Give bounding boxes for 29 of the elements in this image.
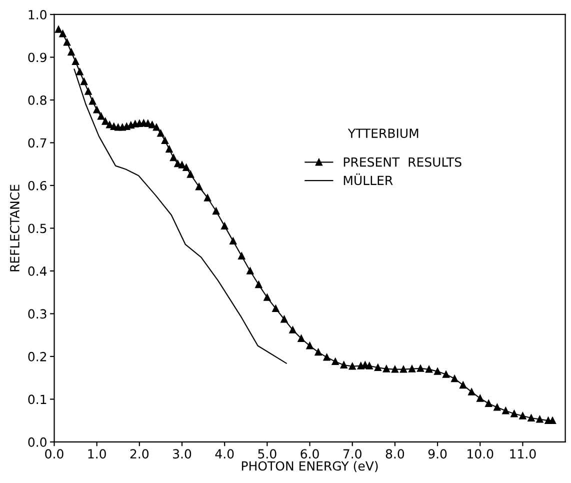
y-tick-label: 0.5 [28,224,46,234]
legend-label: MÜLLER [344,174,393,186]
y-tick-label: 0.7 [28,138,46,148]
x-axis-title: PHOTON ENERGY (eV) [242,461,378,472]
y-tick-label: 0.4 [28,266,47,276]
y-tick-label: 0.3 [28,309,46,319]
legend-label: PRESENT RESULTS [344,157,462,167]
x-tick-label: 7.0 [343,449,362,459]
y-tick-label: 0.1 [28,394,46,404]
x-tick-label: 2.0 [130,449,149,459]
y-tick-label: 0.9 [28,52,46,62]
x-tick-label: 11.0 [510,449,536,459]
x-tick-label: 0.0 [45,449,64,459]
y-tick-label: 0.0 [28,437,46,447]
y-tick-label: 0.6 [28,180,47,190]
x-tick-label: 6.0 [300,449,319,459]
y-tick-label: 0.2 [28,352,46,362]
line-series [74,68,287,364]
y-tick-label: 1.0 [28,10,46,20]
x-tick-label: 4.0 [215,449,234,459]
legend-title: YTTERBIUM [348,128,418,138]
x-tick-label: 10.0 [468,449,494,459]
x-tick-label: 5.0 [258,449,276,459]
x-tick-label: 1.0 [88,449,106,459]
y-axis-title: REFLECTANCE [10,184,20,272]
y-tick-label: 0.8 [28,95,46,105]
x-tick-label: 3.0 [173,449,192,459]
x-tick-label: 9.0 [428,449,447,459]
x-tick-label: 8.0 [386,449,404,459]
